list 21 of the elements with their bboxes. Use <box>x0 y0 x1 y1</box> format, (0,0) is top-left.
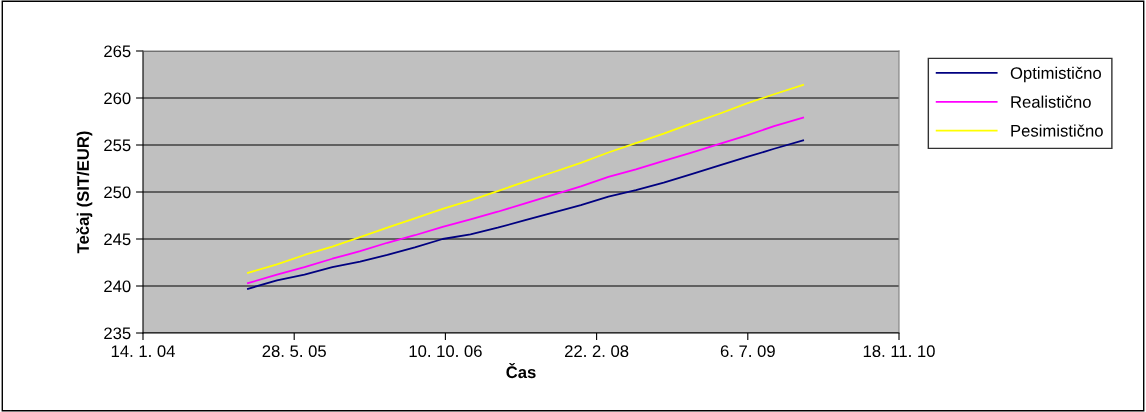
x-tick-label: 22. 2. 08 <box>565 345 629 358</box>
line-series <box>247 116 805 285</box>
y-tick-label: 255 <box>104 139 131 152</box>
x-tick-label: 6. 7. 09 <box>720 345 775 358</box>
x-tick-label: 14. 1. 04 <box>111 345 175 358</box>
y-tick-label: 260 <box>104 92 131 105</box>
legend-label: Pesimistično <box>1011 124 1103 137</box>
x-axis-title: Čas <box>506 363 536 379</box>
y-tick-label: 240 <box>104 280 131 293</box>
x-tick-label: 18. 11. 10 <box>863 345 935 358</box>
legend-label: Realistično <box>1011 95 1091 108</box>
x-tick-label: 28. 5. 05 <box>262 345 326 358</box>
y-tick-label: 250 <box>104 186 131 199</box>
legend-label: Optimistično <box>1010 66 1101 83</box>
line-series <box>247 83 805 274</box>
y-tick-label: 245 <box>104 233 131 246</box>
y-tick-label: 265 <box>104 45 131 58</box>
x-tick-label: 10. 10. 06 <box>409 345 482 358</box>
y-axis-title: Tečaj (SIT/EUR) <box>76 131 93 254</box>
y-tick-label: 235 <box>104 327 131 340</box>
line-series <box>247 139 805 290</box>
